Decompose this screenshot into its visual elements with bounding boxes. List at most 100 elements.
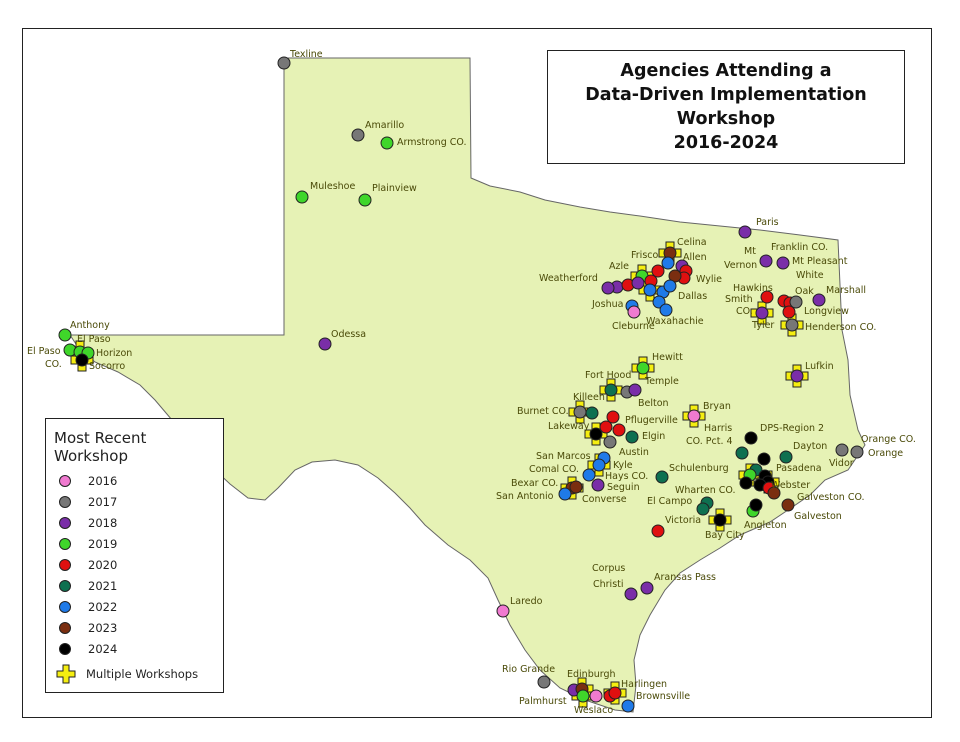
- title-line-4: 2016-2024: [673, 133, 779, 153]
- place-label: Orange CO.: [861, 434, 916, 445]
- agency-marker-2020: [760, 290, 774, 304]
- agency-marker-2017: [785, 318, 799, 332]
- agency-marker-2022: [643, 283, 657, 297]
- place-label: Smith: [725, 294, 753, 305]
- place-label: Weatherford: [539, 273, 598, 284]
- place-label: Seguin: [607, 482, 640, 493]
- place-label: Paris: [756, 217, 779, 228]
- agency-marker-2022: [592, 458, 606, 472]
- place-label: Muleshoe: [310, 181, 355, 192]
- place-label: Harris: [704, 423, 732, 434]
- agency-marker-2022: [663, 279, 677, 293]
- place-label: Socorro: [89, 361, 125, 372]
- place-label: Elgin: [642, 431, 665, 442]
- agency-marker-2018: [790, 369, 804, 383]
- agency-marker-2024: [744, 431, 758, 445]
- place-label: Victoria: [665, 515, 701, 526]
- agency-marker-2018: [755, 306, 769, 320]
- agency-marker-2020: [612, 423, 626, 437]
- place-label: Angleton: [744, 520, 787, 531]
- place-label: CO. Pct. 4: [686, 436, 733, 447]
- legend-swatch-2016: [59, 475, 71, 487]
- place-label: Schulenburg: [669, 463, 729, 474]
- agency-marker-2018: [318, 337, 332, 351]
- place-label: Temple: [644, 376, 679, 387]
- agency-marker-2020: [599, 420, 613, 434]
- agency-marker-2022: [661, 256, 675, 270]
- place-label: Belton: [638, 398, 669, 409]
- agency-marker-2017: [835, 443, 849, 457]
- agency-marker-2020: [651, 264, 665, 278]
- agency-marker-2018: [624, 587, 638, 601]
- place-label: Wylie: [696, 274, 722, 285]
- place-label: Hawkins: [733, 283, 773, 294]
- place-label: Edinburgh: [567, 669, 616, 680]
- place-label: Galveston: [794, 511, 842, 522]
- place-label: San Marcos: [536, 451, 591, 462]
- legend: Most Recent Workshop 2016 2017 2018 2019…: [45, 418, 224, 693]
- agency-marker-2023: [569, 480, 583, 494]
- legend-swatch-2023: [59, 622, 71, 634]
- place-label: Burnet CO.: [517, 406, 569, 417]
- legend-item-2020: 2020: [56, 556, 117, 574]
- place-label: Waxahachie: [646, 316, 704, 327]
- place-label: Orange: [868, 448, 903, 459]
- place-label: Plainview: [372, 183, 417, 194]
- place-label: White: [796, 270, 824, 281]
- agency-marker-2019: [380, 136, 394, 150]
- legend-swatch-2017: [59, 496, 71, 508]
- legend-item-2024: 2024: [56, 640, 117, 658]
- agency-marker-2017: [850, 445, 864, 459]
- agency-marker-2018: [591, 478, 605, 492]
- place-label: Killeen: [573, 392, 605, 403]
- agency-marker-2022: [582, 468, 596, 482]
- agency-marker-2022: [558, 487, 572, 501]
- agency-marker-2022: [621, 699, 635, 713]
- agency-marker-2020: [606, 410, 620, 424]
- place-label: San Antonio: [496, 491, 554, 502]
- agency-marker-2020: [608, 686, 622, 700]
- agency-marker-2024: [757, 452, 771, 466]
- place-label: Mt Pleasant: [792, 256, 848, 267]
- place-label: Franklin CO.: [771, 242, 828, 253]
- place-label: Marshall: [826, 285, 866, 296]
- place-label: Tyler: [751, 320, 774, 331]
- legend-item-multiple: Multiple Workshops: [56, 663, 198, 685]
- place-label: Vernon: [724, 260, 757, 271]
- place-label: Fort Hood: [585, 370, 631, 381]
- agency-marker-2020: [782, 305, 796, 319]
- agency-marker-2021: [779, 450, 793, 464]
- agency-marker-2017: [351, 128, 365, 142]
- agency-marker-2019: [295, 190, 309, 204]
- place-label: Corpus: [592, 563, 625, 574]
- legend-item-2017: 2017: [56, 493, 117, 511]
- place-label: Azle: [609, 261, 629, 272]
- agency-marker-2018: [631, 276, 645, 290]
- agency-marker-2017: [277, 56, 291, 70]
- place-label: Christi: [593, 579, 624, 590]
- place-label: Vidor: [829, 458, 854, 469]
- agency-marker-2021: [585, 406, 599, 420]
- agency-marker-2018: [628, 383, 642, 397]
- place-label: Frisco: [631, 250, 658, 261]
- agency-marker-2017: [537, 675, 551, 689]
- place-label: Lufkin: [805, 361, 834, 372]
- place-label: Aransas Pass: [654, 572, 716, 583]
- legend-swatch-2022: [59, 601, 71, 613]
- place-label: Harlingen: [621, 679, 667, 690]
- legend-item-2018: 2018: [56, 514, 117, 532]
- agency-marker-2024: [589, 427, 603, 441]
- place-label: CO.: [736, 306, 753, 317]
- place-label: Dayton: [793, 441, 827, 452]
- legend-title-line-2: Workshop: [54, 447, 129, 465]
- place-label: Palmhurst: [519, 696, 567, 707]
- place-label: El Campo: [647, 496, 692, 507]
- place-label: Armstrong CO.: [397, 137, 467, 148]
- place-label: Cleburne: [612, 321, 655, 332]
- agency-marker-2024: [749, 498, 763, 512]
- place-label: Galveston CO.: [797, 492, 865, 503]
- agency-marker-2018: [759, 254, 773, 268]
- agency-marker-2019: [358, 193, 372, 207]
- legend-label-2020: 2020: [88, 558, 118, 572]
